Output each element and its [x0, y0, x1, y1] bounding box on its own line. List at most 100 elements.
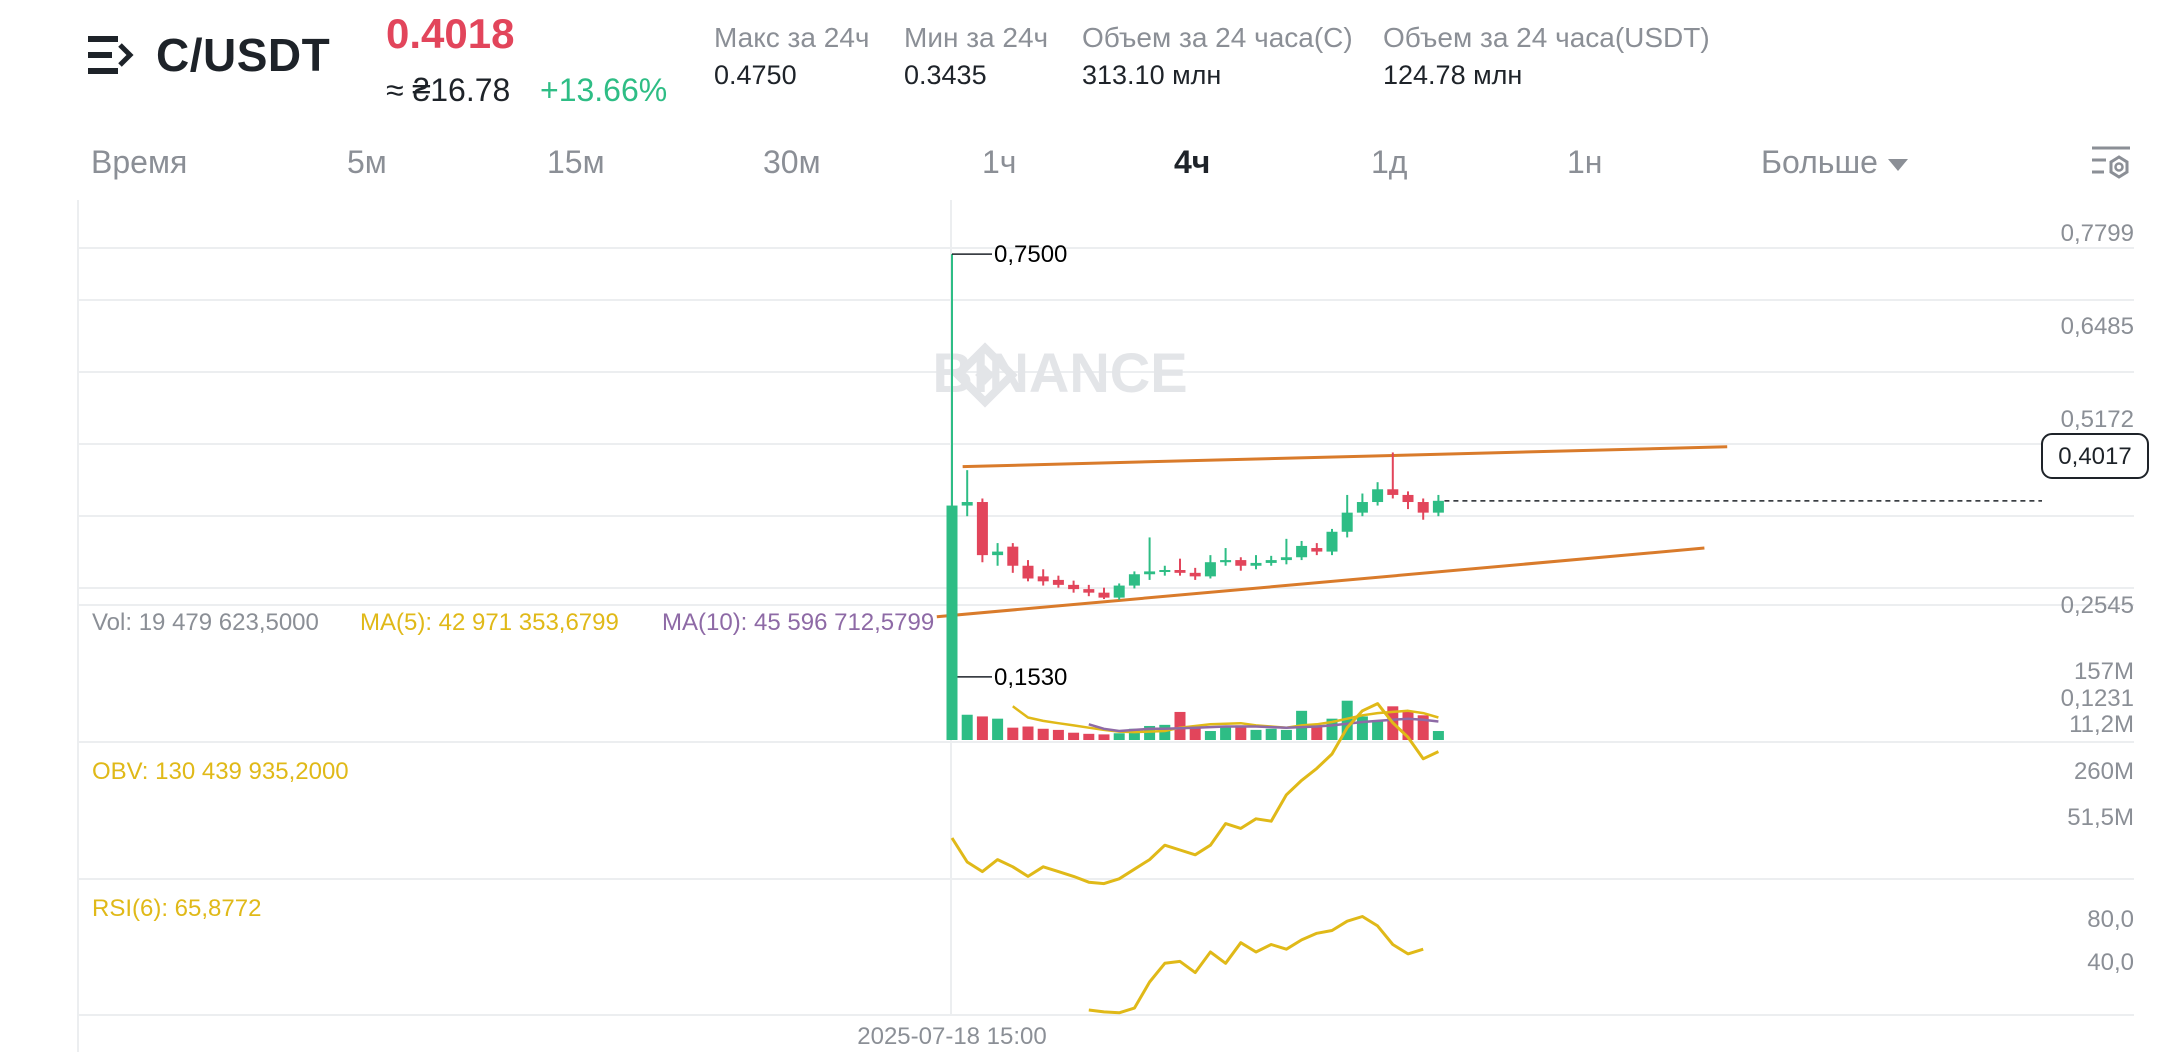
tab-5m[interactable]: 5м: [347, 144, 387, 180]
volume-ma10-line: [1088, 717, 1439, 733]
volume-bar: [1113, 733, 1125, 740]
volume-bar: [1235, 725, 1247, 740]
obv-tick-low: 51,5M: [2067, 804, 2134, 831]
volume-bar: [1372, 720, 1384, 740]
rsi-tick-high: 80,0: [2087, 906, 2134, 933]
obv-line: [950, 702, 1440, 886]
stat-low-value: 0.3435: [904, 60, 987, 90]
tab-more[interactable]: Больше: [1761, 144, 1908, 181]
candle: [1144, 571, 1156, 575]
current-price-label: 0,4017: [2058, 443, 2131, 470]
candle: [976, 502, 988, 556]
candle: [1128, 574, 1140, 586]
volume-tick-low: 11,2M: [2069, 711, 2134, 738]
annotation-low: 0,1530: [994, 664, 1067, 691]
menu-icon[interactable]: [88, 32, 134, 78]
tab-1h[interactable]: 1ч: [982, 144, 1017, 180]
volume-bar: [1220, 726, 1232, 740]
candle: [1402, 494, 1414, 503]
price-panel: [936, 253, 2042, 678]
candle: [1007, 546, 1019, 566]
obv-tick-high: 260M: [2074, 758, 2134, 785]
candle: [1098, 592, 1110, 598]
volume-bar: [1326, 718, 1338, 740]
last-price: 0.4018: [386, 10, 515, 57]
candle: [1326, 531, 1338, 552]
stat-vol-base-value: 313.10 млн: [1082, 60, 1222, 90]
volume-bar: [1128, 728, 1140, 740]
candle: [1432, 500, 1444, 513]
price-axis: 0,7799 0,6485 0,5172 0,2545 0,1231: [2061, 220, 2134, 712]
candle: [1174, 569, 1186, 573]
candle: [1265, 560, 1277, 563]
tab-15m[interactable]: 15м: [547, 144, 605, 180]
candle: [1037, 576, 1049, 582]
candle: [1235, 560, 1247, 566]
volume-ma5-label: MA(5): 42 971 353,6799: [360, 609, 619, 636]
price-axis-tick: 0,6485: [2061, 313, 2134, 340]
x-axis-start-label: 2025-07-18 15:00: [857, 1023, 1047, 1050]
candle: [1204, 562, 1216, 577]
tab-1d[interactable]: 1д: [1371, 144, 1408, 180]
rsi-label: RSI(6): 65,8772: [92, 895, 261, 922]
price-axis-tick: 0,2545: [2061, 592, 2134, 619]
price-axis-tick: 0,1231: [2061, 685, 2134, 712]
tab-more-label: Больше: [1761, 144, 1878, 180]
fiat-price: ≈ ₴16.78: [386, 72, 511, 108]
trendline: [936, 546, 1705, 619]
volume-bar: [946, 653, 958, 740]
watermark-diamond-center: [975, 365, 995, 385]
volume-ma10-label: MA(10): 45 596 712,5799: [662, 609, 934, 636]
stat-low-label: Мин за 24ч: [904, 22, 1049, 53]
tab-time[interactable]: Время: [91, 144, 188, 180]
pair-title[interactable]: C/USDT: [156, 29, 331, 81]
stat-vol-quote-label: Объем за 24 часа(USDT): [1383, 22, 1710, 53]
rsi-line: [1088, 915, 1424, 1015]
tab-30m[interactable]: 30м: [763, 144, 821, 180]
candle: [1083, 589, 1095, 593]
chart-settings-icon[interactable]: [2090, 142, 2132, 184]
candle: [1250, 562, 1262, 566]
obv-panel: [950, 702, 1440, 886]
stat-vol-quote-value: 124.78 млн: [1383, 60, 1523, 90]
rsi-panel: [1088, 915, 1424, 1015]
volume-bar: [1083, 733, 1095, 740]
candle: [1022, 565, 1034, 579]
candle: [1296, 545, 1308, 558]
volume-bar: [1341, 700, 1353, 740]
volume-label: Vol: 19 479 623,5000: [92, 609, 319, 636]
volume-bar: [1432, 731, 1444, 740]
volume-bar: [1052, 729, 1064, 740]
stat-high-value: 0.4750: [714, 60, 797, 90]
current-price-box: [2041, 433, 2149, 479]
tab-4h[interactable]: 4ч: [1174, 144, 1211, 180]
candle: [1417, 502, 1429, 513]
candle: [946, 505, 958, 677]
volume-bar: [1280, 729, 1292, 740]
binance-watermark: BINANCE: [932, 341, 1187, 404]
volume-bar: [1204, 731, 1216, 740]
volume-bar: [1007, 727, 1019, 740]
volume-bar: [1356, 716, 1368, 740]
price-axis-tick: 0,7799: [2061, 220, 2134, 247]
candle: [1280, 557, 1292, 561]
binance-logo-icon: [952, 342, 1018, 408]
candle: [1220, 560, 1232, 563]
volume-bar: [961, 714, 973, 740]
volume-bar: [1037, 728, 1049, 740]
volume-tick-high: 157M: [2074, 658, 2134, 685]
price-change: +13.66%: [540, 72, 668, 108]
candle: [1052, 579, 1064, 585]
caret-down-icon: [1887, 158, 1908, 171]
candle: [1159, 569, 1171, 572]
rsi-tick-low: 40,0: [2087, 949, 2134, 976]
volume-bar: [1417, 715, 1429, 740]
candle: [1372, 489, 1384, 503]
volume-bar: [1250, 729, 1262, 740]
candle: [1341, 512, 1353, 532]
candle: [1113, 585, 1125, 598]
candle: [1068, 584, 1080, 590]
trendline: [962, 445, 1728, 469]
tab-1w[interactable]: 1н: [1567, 144, 1603, 180]
